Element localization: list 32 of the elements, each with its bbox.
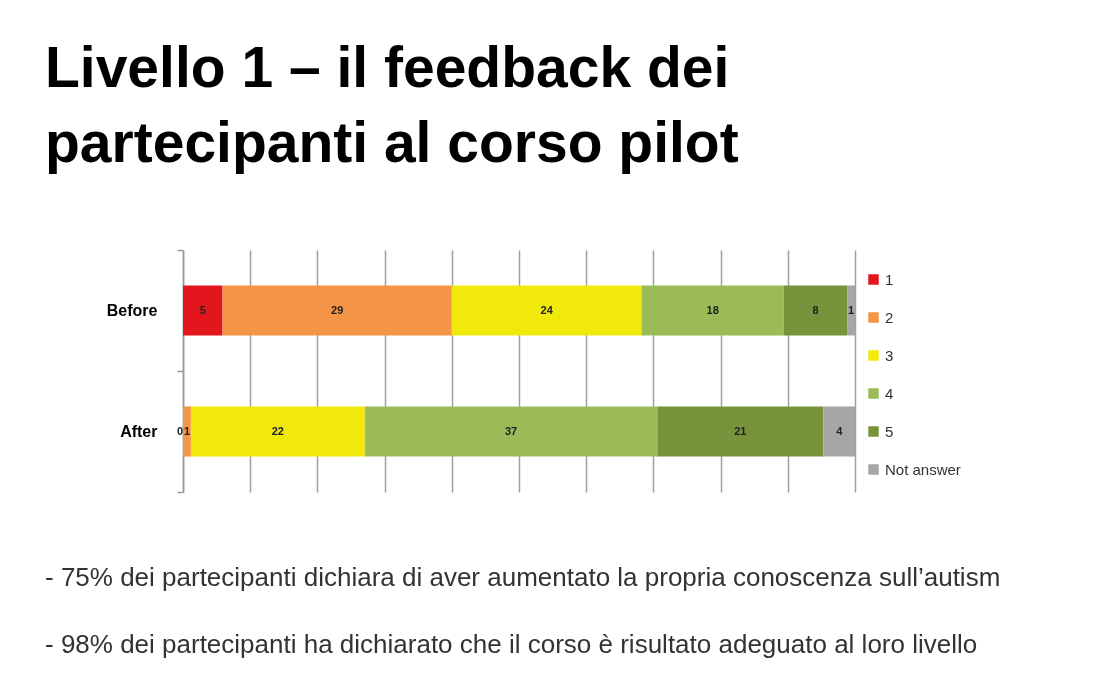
legend-label: 3	[885, 346, 894, 364]
bar	[451, 285, 642, 336]
data-label: 4	[836, 424, 844, 437]
bar	[183, 285, 223, 336]
data-label: 21	[734, 424, 747, 437]
bar	[657, 406, 824, 457]
bar	[222, 285, 452, 336]
data-label: 5	[199, 303, 206, 316]
y-tick-label: Before	[106, 302, 158, 319]
data-label: 8	[812, 303, 819, 316]
bar	[190, 406, 365, 457]
data-label: 1	[847, 303, 855, 316]
legend-label: 4	[885, 384, 894, 402]
bar	[641, 285, 784, 336]
legend-label: Not answer	[885, 460, 961, 478]
text: - 75% dei partecipanti dichiara di aver aumentato la propria conoscenza sull’autism	[45, 562, 1001, 592]
data-label: 24	[540, 303, 554, 316]
chart-title: Livello 1 – il feedback dei partecipanti al corso pilot	[45, 35, 739, 174]
legend-label: 2	[885, 308, 894, 326]
data-label: 22	[271, 424, 284, 437]
bar	[364, 406, 658, 457]
y-tick-label: After	[120, 423, 158, 440]
data-label: 18	[706, 303, 719, 316]
legend-label: 1	[885, 270, 894, 288]
data-label: 37	[504, 424, 518, 437]
bar	[183, 406, 191, 457]
data-label: 29	[331, 303, 344, 316]
legend-label: 5	[885, 422, 894, 440]
annotation: 0	[176, 424, 183, 437]
text: - 98% dei partecipanti ha dichiarato che il corso è risultato adeguato al loro livello	[45, 629, 978, 659]
bar	[783, 285, 848, 336]
data-label: 1	[183, 424, 191, 437]
